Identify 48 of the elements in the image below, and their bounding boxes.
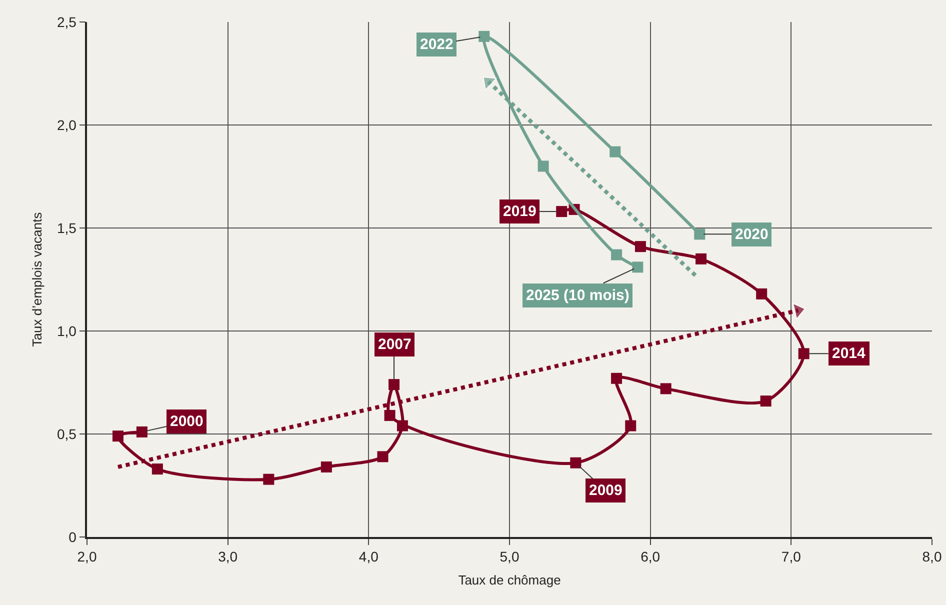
y-tick-label: 1,5 — [56, 220, 77, 236]
annotation: 2020 — [735, 226, 768, 243]
y-tick-label: 2,0 — [56, 116, 77, 133]
point — [396, 420, 408, 432]
annotation: 2000 — [170, 413, 204, 430]
point — [136, 426, 148, 438]
x-tick-label: 5,0 — [500, 548, 520, 565]
annotation: 2007 — [378, 336, 412, 353]
point — [384, 410, 396, 421]
x-tick-label: 4,0 — [358, 548, 379, 565]
point — [696, 253, 707, 264]
point — [152, 464, 163, 475]
point — [377, 451, 388, 462]
annotation: 2022 — [420, 36, 454, 53]
x-tick-label: 2,0 — [77, 548, 97, 565]
point — [611, 372, 622, 384]
x-tick-label: 7,0 — [781, 548, 802, 565]
point — [798, 348, 810, 360]
point — [625, 420, 636, 432]
point — [263, 474, 274, 485]
point — [556, 206, 568, 218]
point — [570, 457, 582, 468]
point — [632, 262, 644, 273]
x-axis-title: Taux de chômage — [458, 572, 561, 588]
point — [760, 396, 772, 407]
annotation: 2009 — [589, 482, 622, 499]
y-tick-label: 2,5 — [56, 14, 77, 30]
point — [478, 30, 490, 42]
annotation: 2025 (10 mois) — [526, 287, 630, 304]
annotation: 2019 — [503, 203, 536, 220]
x-tick-label: 6,0 — [640, 548, 660, 565]
annotation: 2014 — [832, 345, 866, 362]
point — [538, 160, 549, 172]
y-axis-title: Taux d’emplois vacants — [29, 212, 44, 347]
y-tick-label: 0 — [68, 528, 77, 545]
point — [388, 379, 400, 390]
point — [660, 383, 672, 394]
point — [634, 241, 646, 252]
point — [112, 430, 124, 442]
point — [610, 146, 621, 158]
point — [756, 288, 768, 300]
point — [611, 249, 622, 260]
point — [694, 228, 706, 240]
x-tick-label: 8,0 — [922, 548, 942, 565]
point — [320, 461, 332, 472]
y-tick-label: 1,0 — [56, 322, 77, 339]
x-tick-label: 3,0 — [218, 548, 238, 565]
y-tick-label: 0,5 — [56, 426, 77, 442]
